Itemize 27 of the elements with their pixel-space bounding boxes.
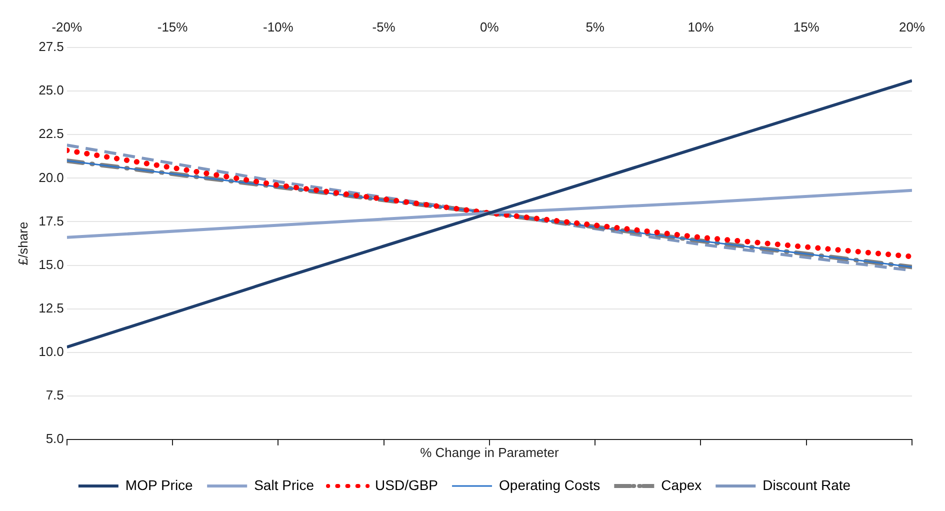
y-tick-label: 15.0 <box>38 256 64 272</box>
y-tick-label: 20.0 <box>38 170 64 185</box>
y-tick-label: 12.5 <box>38 300 64 316</box>
legend-label: MOP Price <box>125 476 194 493</box>
y-tick-label: 25.0 <box>38 82 64 98</box>
legend-label: USD/GBP <box>375 476 438 493</box>
x-tick-label: -10% <box>262 19 294 34</box>
legend-label: Salt Price <box>254 476 314 493</box>
y-tick-label: 27.5 <box>38 39 64 54</box>
x-tick-label: -15% <box>157 19 188 34</box>
x-tick-label: 0% <box>480 19 500 34</box>
legend-label: Capex <box>661 476 702 493</box>
legend-label: Discount Rate <box>762 476 851 493</box>
x-tick-label: 15% <box>793 19 820 34</box>
x-tick-label: -5% <box>372 19 396 34</box>
y-tick-label: 22.5 <box>38 126 64 142</box>
x-tick-label: 10% <box>688 19 714 34</box>
x-tick-label: -20% <box>52 19 83 34</box>
x-tick-label: 5% <box>586 19 605 34</box>
y-tick-label: 10.0 <box>38 344 64 359</box>
legend-label: Operating Costs <box>499 476 600 493</box>
y-axis-title: £/share <box>15 222 30 266</box>
y-tick-label: 5.0 <box>46 430 64 446</box>
x-tick-label: 20% <box>898 19 926 34</box>
y-tick-label: 7.5 <box>46 387 64 402</box>
x-axis-title: % Change in Parameter <box>420 444 560 460</box>
y-tick-label: 17.5 <box>38 213 64 228</box>
